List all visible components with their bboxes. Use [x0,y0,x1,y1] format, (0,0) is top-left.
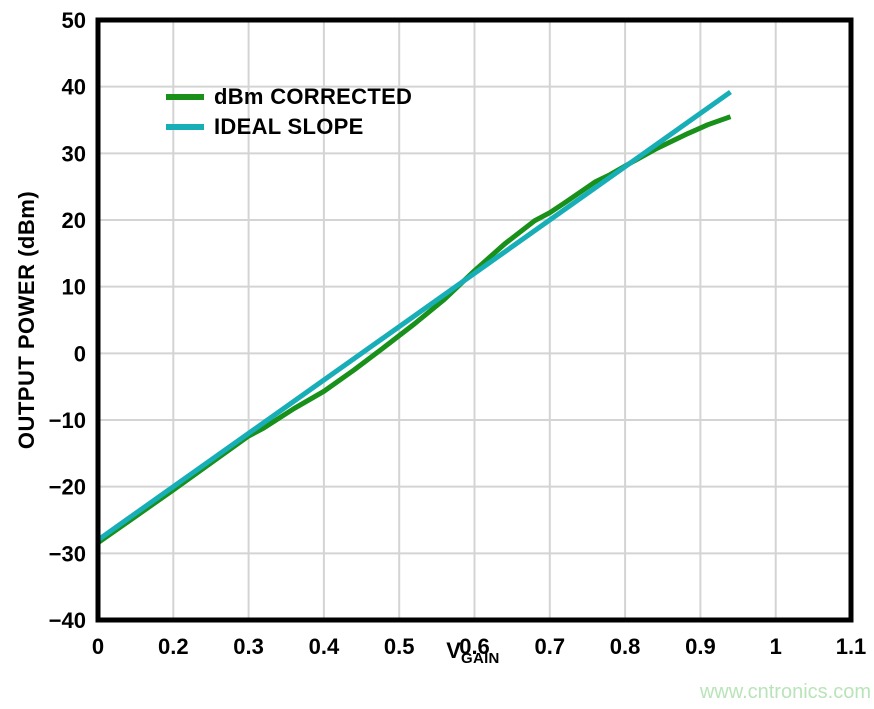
legend-item-ideal-slope: IDEAL SLOPE [166,112,412,142]
x-tick-label: 0.3 [233,634,264,659]
x-tick-label: 1 [770,634,782,659]
legend-swatch-ideal-slope [166,124,204,130]
x-tick-label: 0.8 [610,634,641,659]
x-tick-label: 0.5 [384,634,415,659]
x-tick-label: 1.1 [836,634,867,659]
y-tick-label: 20 [62,208,86,233]
x-tick-label: 0.9 [685,634,716,659]
x-axis-title-main: V [446,638,461,663]
y-tick-label: 10 [62,275,86,300]
y-axis-title: OUTPUT POWER (dBm) [14,190,39,450]
x-axis-title: VGAIN [446,638,500,667]
y-tick-label: 50 [62,8,86,33]
legend-item-dbm-corrected: dBm CORRECTED [166,82,412,112]
x-tick-label: 0.6 [459,634,490,659]
x-tick-label: 0.2 [158,634,189,659]
y-tick-label: 40 [62,75,86,100]
x-tick-label: 0.4 [309,634,340,659]
legend: dBm CORRECTED IDEAL SLOPE [166,82,412,142]
y-tick-label: 0 [74,341,86,366]
y-tick-label: −20 [49,475,86,500]
x-axis-title-subscript: GAIN [460,650,500,667]
legend-swatch-dbm-corrected [166,94,204,100]
legend-label-ideal-slope: IDEAL SLOPE [214,114,364,139]
watermark: www.cntronics.com [699,681,871,703]
legend-label-dbm-corrected: dBm CORRECTED [214,84,413,109]
y-tick-label: −40 [49,608,86,633]
plot-frame [95,17,854,623]
series-line-ideal-slope [96,89,732,543]
x-tick-label: 0.7 [535,634,566,659]
series-line-dbm-corrected [96,114,732,545]
y-tick-label: −30 [49,541,86,566]
x-tick-label: 0 [92,634,104,659]
y-tick-label: 30 [62,141,86,166]
y-tick-label: −10 [49,408,86,433]
